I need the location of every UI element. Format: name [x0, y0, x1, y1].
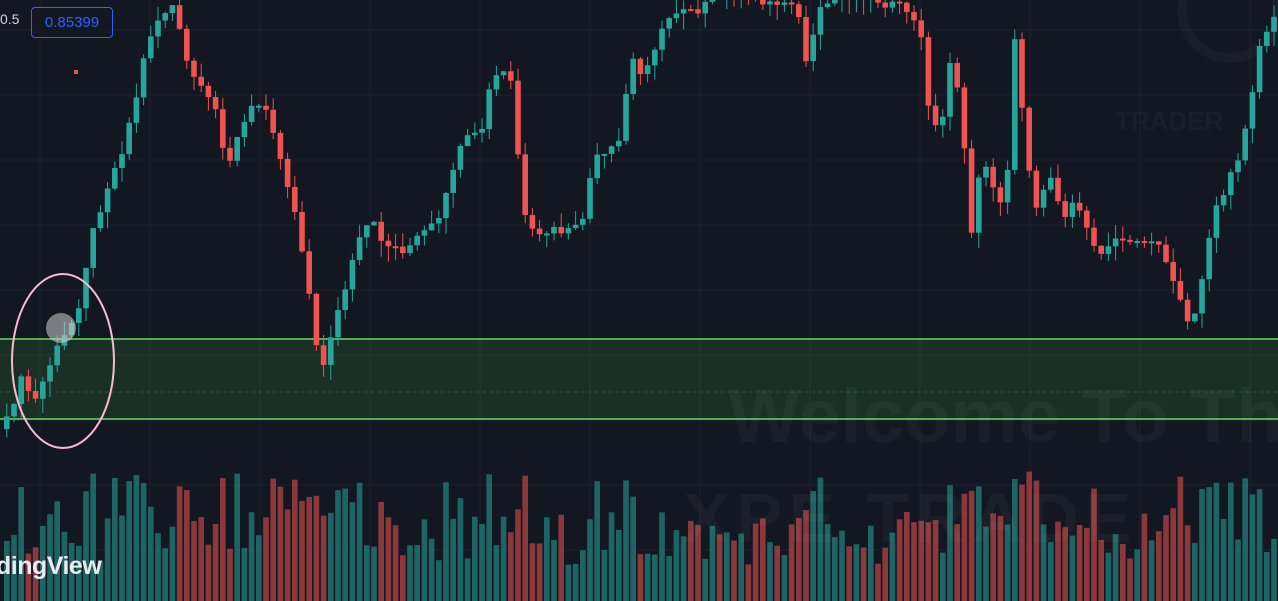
watermark-welcome-text: Welcome To Th [728, 373, 1278, 460]
volume-bars [4, 471, 1277, 601]
svg-text:TRADER: TRADER [1115, 106, 1224, 136]
tradingview-logo-text: dingView [0, 552, 102, 580]
support-zone[interactable] [0, 339, 1278, 419]
annotation-circle[interactable] [11, 273, 115, 449]
ohlc-legend-value: 0.5 [0, 11, 20, 27]
price-value-box[interactable]: 0.85399 [31, 7, 113, 38]
drag-hand-cursor-icon [46, 313, 76, 343]
watermark-channel-text: XPE TRADE [683, 478, 1138, 558]
price-marker [74, 70, 78, 74]
candlesticks [4, 0, 1277, 438]
